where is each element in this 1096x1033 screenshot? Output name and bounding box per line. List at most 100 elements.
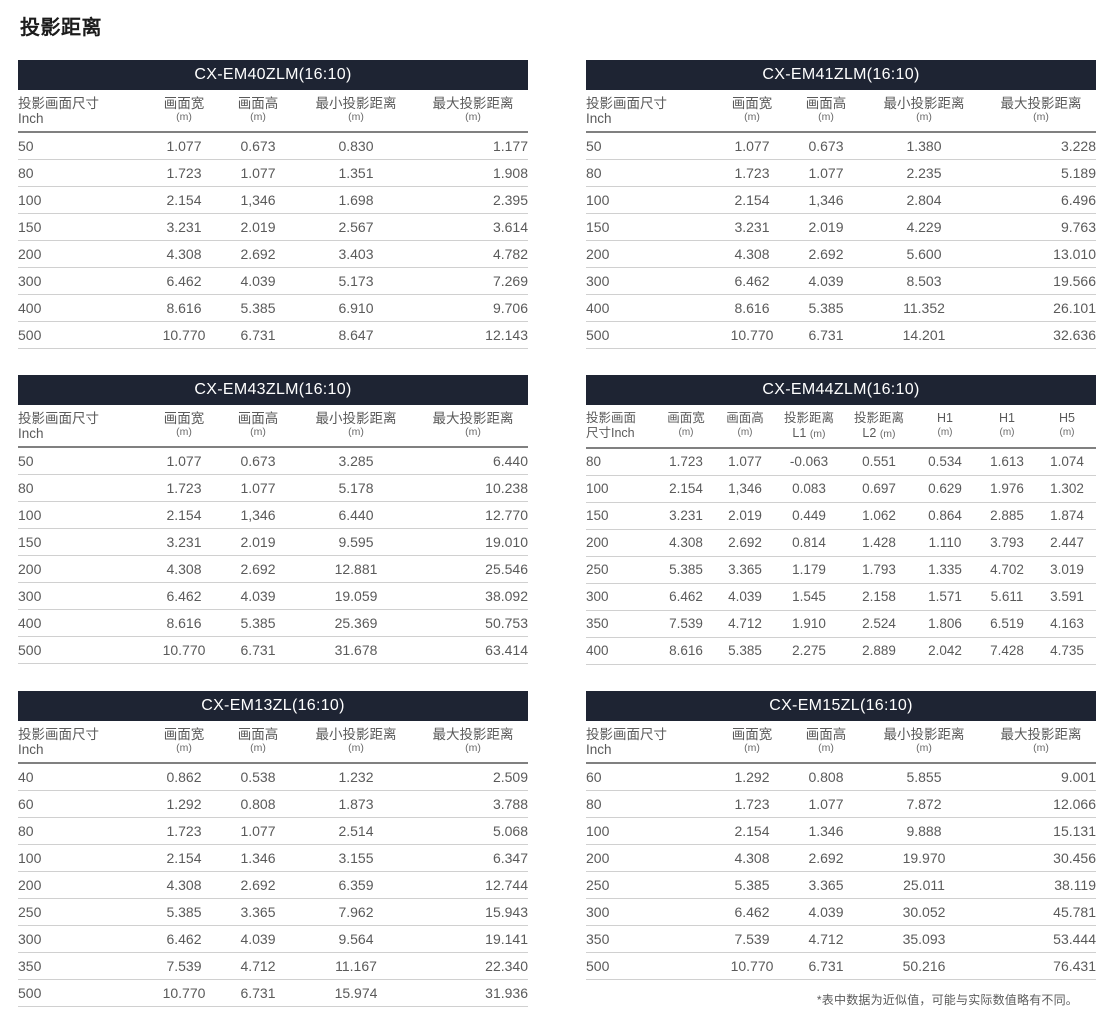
column-header: 画面高 (m)	[716, 405, 774, 448]
table-row: 300 6.462 4.039 8.503 19.566	[586, 267, 1096, 295]
table-cell: 31.936	[418, 979, 528, 1007]
table-cell: 3.231	[146, 213, 222, 241]
table-cell: 3.155	[294, 844, 418, 872]
table-row: 100 2.154 1,346 2.804 6.496	[586, 186, 1096, 214]
table-cell: 6.462	[146, 267, 222, 295]
table-cell: 10.770	[714, 321, 790, 349]
table-cell: 1.077	[146, 447, 222, 475]
table-cell: 1.077	[222, 159, 294, 187]
column-header-main: 画面高	[237, 727, 279, 742]
table-row: 50 1.077 0.673 0.830 1.177	[18, 132, 528, 160]
table-cell: 4.702	[976, 556, 1038, 584]
column-header-unit: (m)	[999, 427, 1015, 438]
column-header: 最小投影距离 (m)	[294, 721, 418, 763]
column-header: 画面宽 (m)	[146, 721, 222, 763]
table-cell: 6.462	[714, 267, 790, 295]
table-block-cx-em13zl: CX-EM13ZL(16:10) 投影画面尺寸 Inch 画面宽 (m) 画面高 (m) 最小…	[18, 691, 528, 1007]
column-header: 最大投影距离 (m)	[418, 721, 528, 763]
table-row: 300 6.462 4.039 1.545 2.158 1.571 5.611 3.591	[586, 583, 1096, 611]
distance-table: 投影画面尺寸 Inch 画面宽 (m) 画面高 (m) 最小投影距离 (m) 最大投影距离 (m)…	[18, 90, 528, 349]
table-cell: 4.039	[790, 267, 862, 295]
table-cell: 12.143	[418, 321, 528, 349]
table-cell: 2.692	[716, 529, 774, 557]
column-header-sub: Inch	[586, 742, 612, 757]
column-header-unit: (m)	[250, 426, 266, 438]
table-cell: 45.781	[986, 898, 1096, 926]
table-cell: 1.571	[914, 583, 976, 611]
row-label-cell: 150	[586, 502, 656, 530]
table-cell: 4.308	[146, 871, 222, 899]
table-row: 300 6.462 4.039 5.173 7.269	[18, 267, 528, 295]
table-cell: 1,346	[222, 501, 294, 529]
column-header-unit: (m)	[465, 111, 481, 123]
column-header-main: 画面高	[726, 411, 764, 425]
table-cell: 1.723	[146, 817, 222, 845]
row-label-cell: 250	[586, 556, 656, 584]
table-cell: 5.178	[294, 474, 418, 502]
table-row: 200 4.308 2.692 6.359 12.744	[18, 871, 528, 899]
table-cell: 5.385	[222, 609, 294, 637]
table-title: CX-EM15ZL(16:10)	[586, 691, 1096, 721]
table-cell: 50.216	[862, 952, 986, 980]
table-cell: 3.019	[1038, 556, 1096, 584]
table-cell: 1.874	[1038, 502, 1096, 530]
table-cell: 8.616	[146, 609, 222, 637]
table-cell: 1.976	[976, 475, 1038, 503]
table-cell: 4.712	[222, 952, 294, 980]
table-cell: 1.077	[146, 132, 222, 160]
table-header-row: 投影画面 尺寸Inch 画面宽 (m) 画面高 (m) 投影距离 L1 (m) 投影距离 L2 (…	[586, 405, 1096, 448]
table-cell: 1.292	[146, 790, 222, 818]
table-cell: 1.428	[844, 529, 914, 557]
table-cell: 1.232	[294, 763, 418, 791]
page-title: 投影距离	[20, 17, 102, 39]
column-header: H1 (m)	[914, 405, 976, 448]
table-row: 200 4.308 2.692 3.403 4.782	[18, 240, 528, 268]
table-cell: 2.889	[844, 637, 914, 665]
table-cell: 7.539	[714, 925, 790, 953]
table-cell: 26.101	[986, 294, 1096, 322]
table-cell: 1.723	[656, 448, 716, 476]
table-cell: 1.077	[222, 817, 294, 845]
table-cell: 5.189	[986, 159, 1096, 187]
table-cell: 4.308	[656, 529, 716, 557]
column-header: H5 (m)	[1038, 405, 1096, 448]
table-cell: 1.723	[146, 474, 222, 502]
table-cell: 9.706	[418, 294, 528, 322]
table-row: 80 1.723 1.077 2.235 5.189	[586, 159, 1096, 187]
table-cell: 0.808	[222, 790, 294, 818]
table-cell: 5.385	[222, 294, 294, 322]
row-label-cell: 500	[586, 952, 714, 980]
table-cell: 53.444	[986, 925, 1096, 953]
column-header-unit: (m)	[879, 428, 896, 440]
column-header-unit: (m)	[250, 742, 266, 754]
table-cell: 1.873	[294, 790, 418, 818]
table-row: 100 2.154 1,346 0.083 0.697 0.629 1.976 1.302	[586, 475, 1096, 503]
table-cell: 0.673	[222, 447, 294, 475]
table-cell: 9.888	[862, 817, 986, 845]
table-cell: 8.616	[146, 294, 222, 322]
table-cell: 9.595	[294, 528, 418, 556]
table-row: 100 2.154 1,346 6.440 12.770	[18, 501, 528, 529]
table-cell: 2.019	[222, 213, 294, 241]
column-header-main: 画面宽	[731, 727, 773, 742]
column-header-sub: Inch	[18, 742, 44, 757]
column-header-main: H1	[999, 411, 1015, 425]
table-cell: 6.462	[146, 582, 222, 610]
column-header-unit: (m)	[818, 742, 834, 754]
column-header-unit: (m)	[176, 742, 192, 754]
table-cell: 2.692	[222, 871, 294, 899]
column-header: 画面宽 (m)	[656, 405, 716, 448]
table-cell: 3.591	[1038, 583, 1096, 611]
table-block-cx-em40zlm: CX-EM40ZLM(16:10) 投影画面尺寸 Inch 画面宽 (m) 画面高 (m) 最…	[18, 60, 528, 349]
table-cell: 3.231	[146, 528, 222, 556]
table-cell: 0.629	[914, 475, 976, 503]
table-title: CX-EM13ZL(16:10)	[18, 691, 528, 721]
table-cell: 0.449	[774, 502, 844, 530]
table-header-row: 投影画面尺寸 Inch 画面宽 (m) 画面高 (m) 最小投影距离 (m) 最大投影距离 (m)	[18, 90, 528, 132]
row-label-cell: 100	[18, 844, 146, 872]
table-cell: 6.910	[294, 294, 418, 322]
table-row: 100 2.154 1,346 1.698 2.395	[18, 186, 528, 214]
table-cell: 0.534	[914, 448, 976, 476]
column-header-main: 投影画面尺寸	[586, 96, 667, 111]
